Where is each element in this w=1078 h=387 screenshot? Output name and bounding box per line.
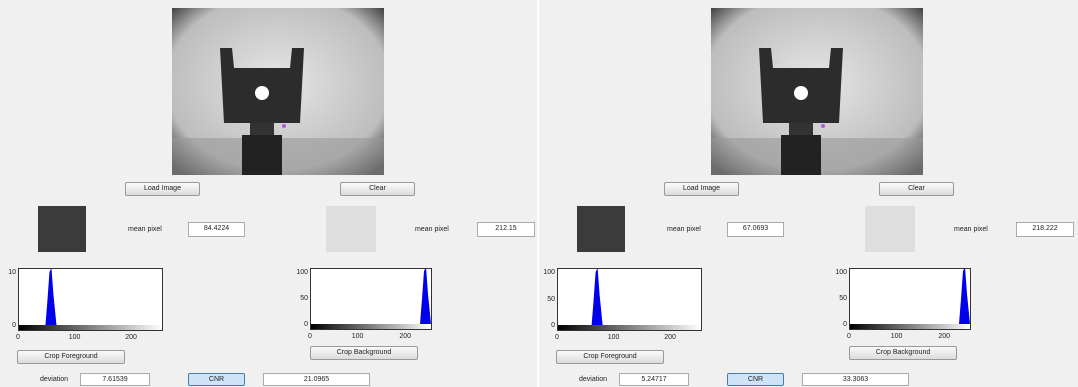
foreground-swatch [577, 206, 625, 252]
background-mean-label: mean pixel [415, 226, 449, 233]
x-tick-label: 100 [889, 333, 905, 340]
x-tick-label: 200 [397, 333, 413, 340]
y-tick-label: 0 [835, 321, 847, 328]
image-content [172, 8, 384, 175]
histogram-axes [18, 268, 163, 331]
histogram-bars [420, 269, 431, 324]
x-tick-label: 0 [841, 333, 857, 340]
background-swatch [326, 206, 376, 252]
x-tick-label: 100 [350, 333, 366, 340]
y-tick-label: 50 [543, 296, 555, 303]
deviation-value[interactable]: 7.61539 [80, 373, 150, 386]
crop-foreground-button[interactable]: Crop Foreground [556, 350, 664, 364]
foreground-swatch [38, 206, 86, 252]
colorbar [558, 325, 701, 330]
crop-foreground-button[interactable]: Crop Foreground [17, 350, 125, 364]
deviation-label: deviation [579, 376, 607, 383]
y-tick-label: 0 [4, 322, 16, 329]
x-tick-label: 200 [123, 334, 139, 341]
x-tick-label: 100 [606, 334, 622, 341]
histogram-bars [45, 269, 56, 325]
background-mean-value[interactable]: 218.222 [1016, 222, 1074, 237]
cnr-value[interactable]: 21.0965 [263, 373, 370, 386]
background-mean-value[interactable]: 212.15 [477, 222, 535, 237]
foreground-mean-label: mean pixel [667, 226, 701, 233]
x-tick-label: 200 [662, 334, 678, 341]
crop-background-button[interactable]: Crop Background [849, 346, 957, 360]
clear-button[interactable]: Clear [340, 182, 415, 196]
colorbar [850, 324, 970, 329]
crop-background-button[interactable]: Crop Background [310, 346, 418, 360]
y-tick-label: 50 [835, 295, 847, 302]
x-tick-label: 0 [302, 333, 318, 340]
y-tick-label: 0 [296, 321, 308, 328]
x-tick-label: 0 [10, 334, 26, 341]
histogram [19, 269, 162, 330]
x-tick-label: 0 [549, 334, 565, 341]
colorbar [311, 324, 431, 329]
load-image-button[interactable]: Load Image [664, 182, 739, 196]
clear-button[interactable]: Clear [879, 182, 954, 196]
y-tick-label: 100 [835, 269, 847, 276]
image-content [711, 8, 923, 175]
camera-image [711, 8, 923, 175]
histogram [850, 269, 970, 329]
histogram-axes [557, 268, 702, 331]
deviation-label: deviation [40, 376, 68, 383]
foreground-mean-label: mean pixel [128, 226, 162, 233]
y-tick-label: 0 [543, 322, 555, 329]
histogram-axes [310, 268, 432, 330]
background-swatch [865, 206, 915, 252]
histogram [311, 269, 431, 329]
load-image-button[interactable]: Load Image [125, 182, 200, 196]
background-mean-label: mean pixel [954, 226, 988, 233]
colorbar [19, 325, 162, 330]
y-tick-label: 100 [296, 269, 308, 276]
histogram-bars [959, 269, 970, 324]
x-tick-label: 100 [67, 334, 83, 341]
deviation-value[interactable]: 5.24717 [619, 373, 689, 386]
app-window: Load Image Clear mean pixel 84.4224 mean pix… [0, 0, 1078, 387]
x-tick-label: 200 [936, 333, 952, 340]
gui-panel: Load Image Clear mean pixel 67.0693 mean pix… [539, 0, 1076, 387]
y-tick-label: 100 [543, 269, 555, 276]
histogram [558, 269, 701, 330]
camera-image [172, 8, 384, 175]
y-tick-label: 10 [4, 269, 16, 276]
cnr-value[interactable]: 33.3063 [802, 373, 909, 386]
y-tick-label: 50 [296, 295, 308, 302]
histogram-bars [592, 269, 603, 325]
gui-panel: Load Image Clear mean pixel 84.4224 mean pix… [0, 0, 537, 387]
foreground-mean-value[interactable]: 67.0693 [727, 222, 784, 237]
cnr-button[interactable]: CNR [188, 373, 245, 386]
cnr-button[interactable]: CNR [727, 373, 784, 386]
histogram-axes [849, 268, 971, 330]
foreground-mean-value[interactable]: 84.4224 [188, 222, 245, 237]
